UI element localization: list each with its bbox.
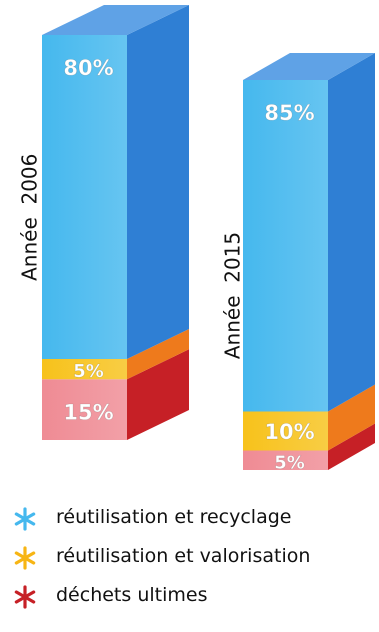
bar-front-réutilisation-et-valorisation-2	[243, 411, 328, 451]
bar-side-2-0	[328, 53, 375, 412]
data-label: 15%	[63, 400, 113, 424]
legend: réutilisation et recyclage réutilisation…	[12, 504, 372, 621]
stacked-3d-column-chart: 15% 5% 80% Année 2006 5% 10% 85% Année 2015	[18, 5, 375, 474]
bar-front-réutilisation-et-recyclage-2	[243, 80, 328, 412]
asterisk-icon	[14, 585, 36, 609]
legend-label: réutilisation et recyclage	[56, 506, 292, 528]
legend-item-final-waste: déchets ultimes	[12, 582, 372, 611]
data-label: 5%	[73, 361, 104, 382]
category-label: Année 2006	[18, 154, 42, 281]
column-2: 5% 10% 85% Année 2015	[221, 53, 375, 474]
bar-side-1-0	[127, 5, 189, 359]
bar-side-2-2	[328, 423, 375, 470]
data-label: 10%	[264, 420, 314, 444]
legend-label: réutilisation et valorisation	[56, 545, 311, 567]
data-label: 80%	[63, 56, 113, 80]
legend-item-reuse-recycling: réutilisation et recyclage	[12, 504, 372, 533]
data-label: 85%	[264, 101, 314, 125]
bar-side-2-1	[328, 384, 375, 451]
bar-side-1-2	[127, 349, 189, 440]
legend-label: déchets ultimes	[56, 584, 208, 606]
bar-side-1-1	[127, 329, 189, 380]
bar-top-face-1	[42, 5, 189, 35]
bar-front-réutilisation-et-valorisation-1	[42, 359, 127, 380]
asterisk-icon	[14, 546, 36, 570]
bar-front-déchets-ultimes-1	[42, 379, 127, 440]
bar-front-déchets-ultimes-2	[243, 450, 328, 470]
column-1: 15% 5% 80% Année 2006	[18, 5, 189, 440]
legend-item-reuse-recovery: réutilisation et valorisation	[12, 543, 372, 572]
bar-top-face-2	[243, 53, 375, 80]
bar-front-réutilisation-et-recyclage-1	[42, 35, 127, 359]
data-label: 5%	[274, 452, 305, 473]
category-label: Année 2015	[221, 232, 245, 359]
asterisk-icon	[14, 507, 36, 531]
